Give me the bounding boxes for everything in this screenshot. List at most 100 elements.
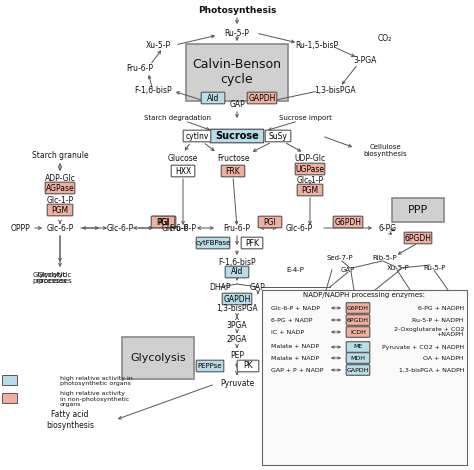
FancyBboxPatch shape [122,337,194,379]
Text: Fru-6-P: Fru-6-P [170,224,197,233]
Text: 1,3-bisPGA: 1,3-bisPGA [314,86,356,94]
FancyBboxPatch shape [346,352,370,363]
Text: 6PGDH: 6PGDH [347,318,369,322]
FancyBboxPatch shape [258,216,282,228]
FancyBboxPatch shape [225,266,249,278]
Text: cytInv: cytInv [185,132,209,141]
Text: PGI: PGI [264,218,276,227]
Text: F-1,6-bisP: F-1,6-bisP [218,258,256,267]
Text: Ald: Ald [207,94,219,102]
Text: Sucrose: Sucrose [215,131,259,141]
Text: HXX: HXX [175,166,191,175]
FancyBboxPatch shape [346,365,370,376]
Text: UDP-Glc: UDP-Glc [294,154,326,163]
Text: 2PGA: 2PGA [227,336,247,345]
Text: 2-Oxoglutarate + CO2
+NADPH: 2-Oxoglutarate + CO2 +NADPH [393,327,464,337]
Text: GAP: GAP [229,100,245,109]
Text: CO₂: CO₂ [378,33,392,42]
Text: DHAP: DHAP [209,282,231,291]
Text: OA + NADPH: OA + NADPH [423,355,464,360]
FancyBboxPatch shape [346,303,370,313]
Text: Glc-1-P: Glc-1-P [296,175,324,185]
Text: Glycolytic
processes: Glycolytic processes [33,272,67,284]
FancyBboxPatch shape [2,393,18,404]
Text: PGM: PGM [52,205,69,214]
Text: Rib-5-P: Rib-5-P [373,255,397,261]
Text: PGM: PGM [301,186,319,195]
Text: E-4-P: E-4-P [286,267,304,273]
Text: Sed-7-P: Sed-7-P [327,255,353,261]
Text: 3-PGA: 3-PGA [353,55,377,64]
Text: Glc-6-P: Glc-6-P [106,224,134,233]
Text: GAP: GAP [341,267,355,273]
Text: Sucrose import: Sucrose import [279,115,331,121]
Text: Fatty acid
biosynthesis: Fatty acid biosynthesis [46,410,94,430]
Text: Glycolysis: Glycolysis [130,353,186,363]
Text: 6PGDH: 6PGDH [404,234,431,243]
Text: Xu-5-P: Xu-5-P [146,40,171,49]
Text: Malate + NADP: Malate + NADP [271,355,319,360]
Text: G6PDH: G6PDH [335,218,362,227]
FancyBboxPatch shape [151,216,175,228]
Text: ME: ME [354,345,363,350]
Text: PGI: PGI [156,218,169,227]
Text: PPP: PPP [408,205,428,215]
Text: Ru-5-P: Ru-5-P [424,265,446,271]
FancyBboxPatch shape [171,165,195,177]
Text: Malate + NADP: Malate + NADP [271,345,319,350]
Text: PGI: PGI [158,218,170,227]
Text: 6-PG + NADP: 6-PG + NADP [271,318,312,322]
FancyBboxPatch shape [247,92,277,104]
Text: Fructose: Fructose [217,154,249,163]
Text: high relative activity
in non-photosynthetic
organs: high relative activity in non-photosynth… [60,391,129,407]
Text: GAPDH: GAPDH [248,94,276,102]
FancyBboxPatch shape [346,315,370,325]
Text: ICDH: ICDH [350,329,366,335]
FancyBboxPatch shape [183,130,211,142]
Text: Fru-6-P: Fru-6-P [224,224,250,233]
Text: 6-PG + NADPH: 6-PG + NADPH [418,306,464,311]
Text: AGPase: AGPase [46,183,74,193]
FancyBboxPatch shape [196,360,224,372]
Text: Ald: Ald [231,267,243,276]
Text: Calvin-Benson
cycle: Calvin-Benson cycle [192,58,282,86]
Text: PEPPse: PEPPse [198,363,222,369]
Text: Glc-6-P + NADP: Glc-6-P + NADP [271,306,320,311]
Text: F-1,6-bisP: F-1,6-bisP [134,86,172,94]
FancyBboxPatch shape [222,293,252,305]
FancyBboxPatch shape [262,290,467,465]
Text: GAPDH: GAPDH [347,368,369,373]
FancyBboxPatch shape [265,130,291,142]
Text: FRK: FRK [226,166,240,175]
Text: Starch degradation: Starch degradation [145,115,211,121]
Text: Fru-6-P: Fru-6-P [127,63,154,72]
Text: cytFBPase: cytFBPase [195,240,231,246]
Text: Ru-5-P: Ru-5-P [225,29,249,38]
FancyBboxPatch shape [201,92,225,104]
Text: Glc-1-P: Glc-1-P [46,196,73,204]
FancyBboxPatch shape [2,376,18,385]
FancyBboxPatch shape [404,232,432,244]
Text: Starch granule: Starch granule [32,150,88,159]
Text: Ru-5-P + NADPH: Ru-5-P + NADPH [412,318,464,322]
Text: Glc-6-P: Glc-6-P [46,224,73,233]
FancyBboxPatch shape [210,129,264,143]
FancyBboxPatch shape [392,198,444,222]
FancyBboxPatch shape [241,237,263,249]
Text: G6PDH: G6PDH [347,306,369,311]
Text: UGPase: UGPase [295,164,325,173]
Text: GAP: GAP [250,282,266,291]
Text: Cellulose
biosynthesis: Cellulose biosynthesis [363,143,407,157]
Text: 6-PG: 6-PG [379,224,397,233]
Text: Photosynthesis: Photosynthesis [198,6,276,15]
Text: ADP-Glc: ADP-Glc [45,173,75,182]
FancyBboxPatch shape [152,216,176,228]
Text: Glucose: Glucose [168,154,198,163]
Text: PK: PK [243,361,253,370]
Text: Xu-5-P: Xu-5-P [387,265,410,271]
Text: 1,3-bisPGA + NADPH: 1,3-bisPGA + NADPH [399,368,464,373]
FancyBboxPatch shape [186,44,288,101]
FancyBboxPatch shape [333,216,363,228]
Text: GAP + P + NADP: GAP + P + NADP [271,368,323,373]
Text: Ru-1,5-bisP: Ru-1,5-bisP [295,40,338,49]
